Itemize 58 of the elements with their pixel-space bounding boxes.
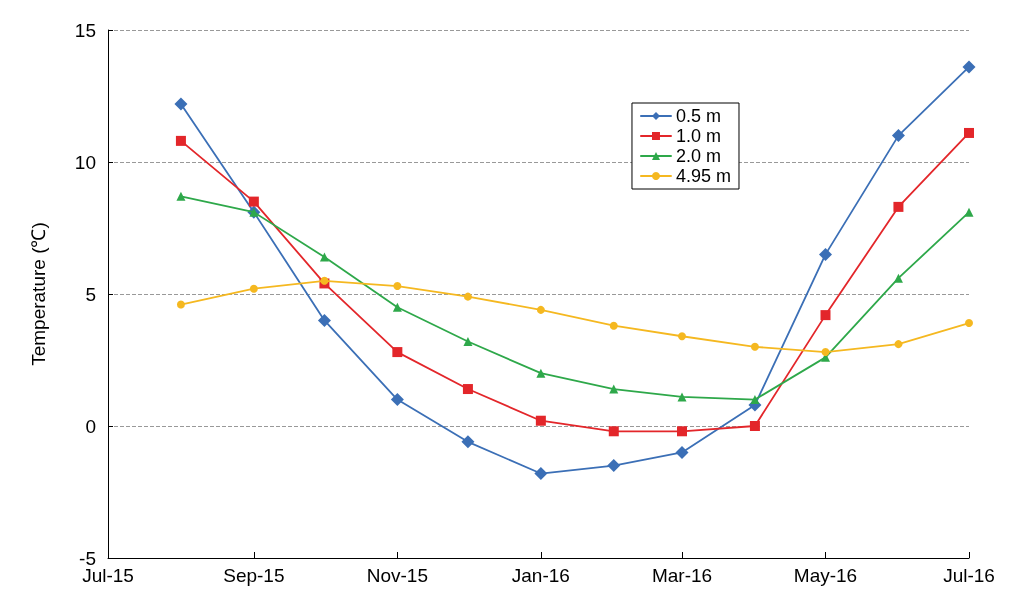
y-tick-label: 10 (74, 151, 96, 173)
point (392, 302, 402, 312)
point (535, 415, 546, 426)
point (608, 426, 619, 437)
point (317, 313, 331, 327)
point (536, 368, 546, 378)
point (894, 340, 903, 349)
point (821, 348, 830, 357)
point (678, 332, 686, 341)
point (962, 60, 976, 74)
point (891, 129, 905, 143)
y-tick-label: 0 (85, 415, 96, 437)
point (675, 445, 689, 459)
point (819, 247, 832, 261)
point (750, 342, 759, 351)
point (462, 384, 473, 395)
point (893, 201, 904, 212)
y-axis-title: Temperature (℃) (28, 222, 49, 366)
point (174, 97, 188, 111)
point (534, 467, 548, 481)
point (536, 305, 545, 314)
point (463, 337, 473, 347)
point (609, 384, 619, 394)
point (176, 300, 185, 309)
point (964, 127, 974, 138)
point (249, 284, 258, 293)
y-tick-label: 5 (85, 283, 96, 305)
point (392, 347, 403, 358)
x-tick-label: Sep-15 (223, 565, 285, 586)
x-tick-label: Jul-16 (943, 565, 995, 586)
point (609, 321, 618, 330)
point (677, 426, 687, 437)
legend-label: 1.0 m (675, 126, 721, 146)
point (320, 276, 329, 285)
x-tick-label: Jan-16 (511, 565, 570, 586)
point (820, 310, 831, 321)
legend-label: 4.95 m (675, 166, 731, 186)
point (749, 421, 760, 431)
point (750, 395, 760, 405)
point (461, 435, 475, 449)
point (248, 196, 259, 207)
point (319, 252, 329, 262)
x-tick-label: May-16 (793, 565, 858, 586)
legend-label: 0.5 m (675, 106, 721, 126)
point (463, 292, 472, 301)
point (677, 392, 687, 402)
point (176, 191, 186, 201)
point (390, 393, 404, 407)
point (607, 459, 621, 473)
point (393, 282, 402, 291)
x-tick-label: Nov-15 (366, 565, 428, 586)
point (175, 135, 186, 146)
point (964, 207, 974, 217)
legend-label: 2.0 m (675, 146, 721, 166)
y-tick-label: 15 (74, 19, 96, 41)
point (965, 319, 973, 328)
x-tick-label: Mar-16 (651, 565, 713, 586)
point (893, 273, 903, 283)
